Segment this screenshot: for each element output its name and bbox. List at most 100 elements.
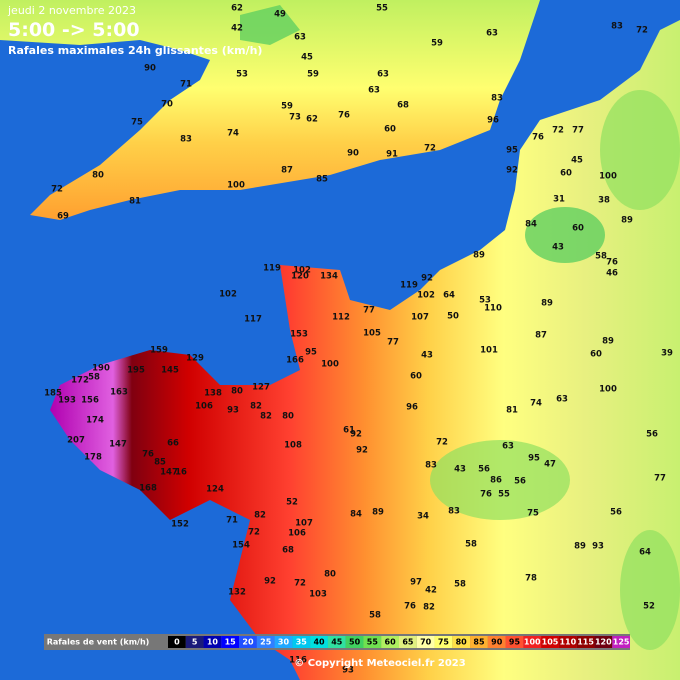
station-value: 95 xyxy=(528,454,540,464)
green-zone xyxy=(240,5,300,45)
station-value: 89 xyxy=(574,542,586,552)
station-value: 108 xyxy=(284,441,302,451)
station-value: 147 xyxy=(160,468,178,478)
station-value: 56 xyxy=(514,477,526,487)
station-value: 83 xyxy=(491,94,503,104)
station-value: 83 xyxy=(425,461,437,471)
station-value: 59 xyxy=(307,70,319,80)
station-value: 62 xyxy=(306,115,318,125)
green-zone xyxy=(525,207,605,263)
legend-label: 110 xyxy=(559,638,576,647)
station-value: 82 xyxy=(250,402,262,412)
station-value: 77 xyxy=(572,126,584,136)
station-value: 83 xyxy=(448,507,460,517)
station-value: 100 xyxy=(599,385,617,395)
station-value: 207 xyxy=(67,436,85,446)
station-value: 90 xyxy=(144,64,156,74)
legend-swatch xyxy=(612,636,630,648)
station-value: 63 xyxy=(502,442,514,452)
station-value: 49 xyxy=(274,10,286,20)
station-value: 168 xyxy=(139,484,157,494)
station-value: 58 xyxy=(465,540,477,550)
station-value: 74 xyxy=(227,129,239,139)
station-value: 152 xyxy=(171,520,189,530)
station-value: 134 xyxy=(320,272,338,282)
station-value: 68 xyxy=(397,101,409,111)
date: jeudi 2 novembre 2023 xyxy=(7,4,136,17)
station-value: 31 xyxy=(553,195,565,205)
station-value: 193 xyxy=(58,396,76,406)
station-value: 50 xyxy=(447,312,459,322)
station-value: 60 xyxy=(560,169,572,179)
station-value: 92 xyxy=(421,274,433,284)
station-value: 89 xyxy=(602,337,614,347)
station-value: 92 xyxy=(350,430,362,440)
station-value: 138 xyxy=(204,389,222,399)
legend-swatch xyxy=(310,636,328,648)
station-value: 80 xyxy=(92,171,104,181)
station-value: 76 xyxy=(338,111,350,121)
station-value: 195 xyxy=(127,366,145,376)
station-value: 117 xyxy=(244,315,262,325)
legend-swatch xyxy=(541,636,559,648)
station-value: 45 xyxy=(571,156,583,166)
station-value: 43 xyxy=(421,351,433,361)
legend-swatch xyxy=(452,636,471,648)
copyright: © Copyright Meteociel.fr 2023 xyxy=(294,658,465,669)
legend-label: 100 xyxy=(524,638,541,647)
england xyxy=(0,0,540,220)
legend-label: 50 xyxy=(349,638,361,647)
station-value: 69 xyxy=(57,212,69,222)
station-value: 76 xyxy=(606,258,618,268)
legend-swatch xyxy=(221,636,240,648)
green-zone xyxy=(620,530,680,650)
station-value: 39 xyxy=(661,349,673,359)
station-value: 82 xyxy=(260,412,272,422)
station-value: 72 xyxy=(552,126,564,136)
station-value: 72 xyxy=(424,144,436,154)
station-value: 100 xyxy=(227,181,245,191)
station-value: 174 xyxy=(86,416,104,426)
station-value: 16 xyxy=(175,468,187,478)
legend-swatch xyxy=(558,636,577,648)
station-value: 42 xyxy=(425,586,437,596)
station-value: 105 xyxy=(363,329,381,339)
station-value: 47 xyxy=(544,460,556,470)
station-value: 163 xyxy=(110,388,128,398)
station-value: 74 xyxy=(530,399,542,409)
legend-label: 65 xyxy=(402,638,414,647)
legend-label: 125 xyxy=(613,638,630,647)
legend-label: 15 xyxy=(225,638,237,647)
station-value: 172 xyxy=(71,376,89,386)
station-value: 60 xyxy=(572,224,584,234)
station-value: 81 xyxy=(129,197,141,207)
station-value: 83 xyxy=(180,135,192,145)
station-value: 53 xyxy=(479,296,491,306)
station-value: 92 xyxy=(506,166,518,176)
green-zone xyxy=(430,440,570,520)
station-value: 43 xyxy=(552,243,564,253)
station-value: 73 xyxy=(289,113,301,123)
station-value: 72 xyxy=(51,185,63,195)
station-value: 154 xyxy=(232,541,250,551)
station-value: 84 xyxy=(350,510,362,520)
station-value: 89 xyxy=(621,216,633,226)
station-value: 46 xyxy=(606,269,618,279)
legend-label: 25 xyxy=(260,638,272,647)
station-value: 106 xyxy=(195,402,213,412)
station-value: 107 xyxy=(411,313,429,323)
station-value: 190 xyxy=(92,364,110,374)
legend-label: 20 xyxy=(242,638,254,647)
legend-label: 60 xyxy=(385,638,397,647)
legend-swatch xyxy=(345,636,364,648)
legend-swatch xyxy=(292,636,311,648)
legend-swatch xyxy=(185,636,204,648)
station-value: 127 xyxy=(252,383,270,393)
station-value: 81 xyxy=(506,406,518,416)
station-value: 90 xyxy=(347,149,359,159)
station-value: 82 xyxy=(423,603,435,613)
station-value: 42 xyxy=(231,24,243,34)
